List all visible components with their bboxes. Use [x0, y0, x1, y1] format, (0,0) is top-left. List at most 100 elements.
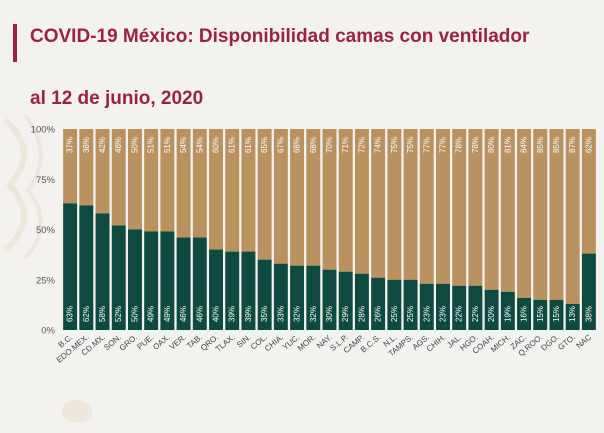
data-label-available: 75%	[390, 137, 399, 153]
data-label-available: 51%	[163, 137, 172, 153]
data-label-available: 78%	[471, 137, 480, 153]
bar-occupied	[484, 289, 499, 330]
data-label-occupied: 52%	[114, 306, 123, 322]
bar-available	[387, 129, 402, 280]
bar-occupied	[517, 297, 532, 330]
bar-available	[322, 129, 337, 270]
data-label-occupied: 49%	[163, 306, 172, 322]
data-label-occupied: 13%	[568, 306, 577, 322]
bar-available	[452, 129, 467, 286]
bar-occupied	[290, 265, 305, 330]
data-label-available: 54%	[195, 137, 204, 153]
data-label-available: 74%	[374, 137, 383, 153]
x-tick-label: NAC	[574, 332, 593, 350]
data-label-available: 67%	[276, 137, 285, 153]
bar-available	[241, 129, 256, 252]
y-tick-label: 75%	[36, 175, 56, 186]
bar-available	[306, 129, 321, 266]
data-label-occupied: 40%	[212, 306, 221, 322]
data-label-available: 42%	[98, 137, 107, 153]
data-label-available: 80%	[487, 137, 496, 153]
data-label-available: 77%	[422, 137, 431, 153]
bar-available	[209, 129, 223, 250]
bar-occupied	[452, 285, 467, 330]
data-label-occupied: 22%	[471, 306, 480, 322]
x-tick-label: OAX.	[151, 333, 171, 352]
data-label-available: 70%	[325, 137, 334, 153]
page-subtitle: al 12 de junio, 2020	[30, 88, 204, 109]
bar-occupied	[533, 299, 548, 330]
bar-occupied	[273, 263, 288, 330]
bar-available	[517, 129, 532, 298]
data-label-occupied: 39%	[244, 306, 253, 322]
bar-available	[95, 129, 110, 214]
data-label-available: 65%	[260, 137, 269, 153]
bar-occupied	[581, 253, 596, 330]
data-label-occupied: 46%	[195, 306, 204, 322]
bar-available	[354, 129, 369, 274]
bar-occupied	[95, 213, 110, 330]
bar-occupied	[79, 205, 94, 330]
data-label-available: 68%	[293, 137, 302, 153]
bar-available	[192, 129, 207, 238]
bar-available	[63, 129, 78, 204]
bar-occupied	[371, 277, 386, 330]
bar-occupied	[176, 237, 191, 330]
bar-available	[549, 129, 564, 300]
x-tick-label: MOR.	[296, 333, 318, 353]
bar-occupied	[225, 251, 240, 330]
bar-occupied	[144, 231, 159, 330]
bar-available	[176, 129, 191, 238]
bar-available	[225, 129, 240, 252]
data-label-occupied: 49%	[147, 306, 156, 322]
data-label-occupied: 25%	[390, 306, 399, 322]
bar-occupied	[549, 299, 564, 330]
y-tick-label: 50%	[36, 225, 56, 236]
data-label-occupied: 25%	[406, 306, 415, 322]
bar-occupied	[111, 225, 126, 330]
data-label-available: 48%	[114, 137, 123, 153]
data-label-available: 54%	[179, 137, 188, 153]
page-title: COVID-19 México: Disponibilidad camas co…	[30, 26, 530, 47]
bar-occupied	[436, 283, 450, 330]
data-label-available: 60%	[212, 137, 221, 153]
data-label-available: 85%	[552, 137, 561, 153]
data-label-occupied: 63%	[66, 306, 75, 322]
data-label-occupied: 32%	[293, 306, 302, 322]
y-tick-label: 100%	[31, 125, 56, 136]
title-accent-bar	[13, 24, 17, 62]
data-label-occupied: 30%	[325, 306, 334, 322]
data-label-available: 77%	[438, 137, 447, 153]
bar-available	[79, 129, 94, 206]
bar-available	[371, 129, 386, 278]
data-label-occupied: 16%	[520, 306, 529, 322]
data-label-occupied: 28%	[357, 306, 366, 322]
bar-available	[565, 129, 580, 304]
data-label-available: 37%	[66, 137, 75, 153]
data-label-occupied: 23%	[422, 306, 431, 322]
data-label-available: 85%	[536, 137, 545, 153]
data-label-occupied: 26%	[374, 306, 383, 322]
data-label-occupied: 23%	[438, 306, 447, 322]
data-label-occupied: 29%	[341, 306, 350, 322]
bar-available	[436, 129, 450, 284]
bar-occupied	[160, 231, 175, 330]
data-label-available: 50%	[130, 137, 139, 153]
bar-occupied	[127, 229, 142, 330]
decorative-pattern	[2, 113, 43, 260]
bar-available	[290, 129, 305, 266]
data-label-occupied: 35%	[260, 306, 269, 322]
data-label-occupied: 32%	[309, 306, 318, 322]
data-label-available: 68%	[309, 137, 318, 153]
data-label-occupied: 15%	[536, 306, 545, 322]
bar-occupied	[468, 285, 483, 330]
bar-available	[273, 129, 288, 264]
data-label-occupied: 62%	[82, 306, 91, 322]
bar-occupied	[192, 237, 207, 330]
data-label-occupied: 38%	[584, 306, 593, 322]
bar-available	[419, 129, 434, 284]
x-tick-label: GRO.	[118, 333, 139, 353]
data-label-occupied: 50%	[130, 306, 139, 322]
data-label-occupied: 33%	[276, 306, 285, 322]
x-tick-label: CHIH.	[425, 333, 447, 354]
